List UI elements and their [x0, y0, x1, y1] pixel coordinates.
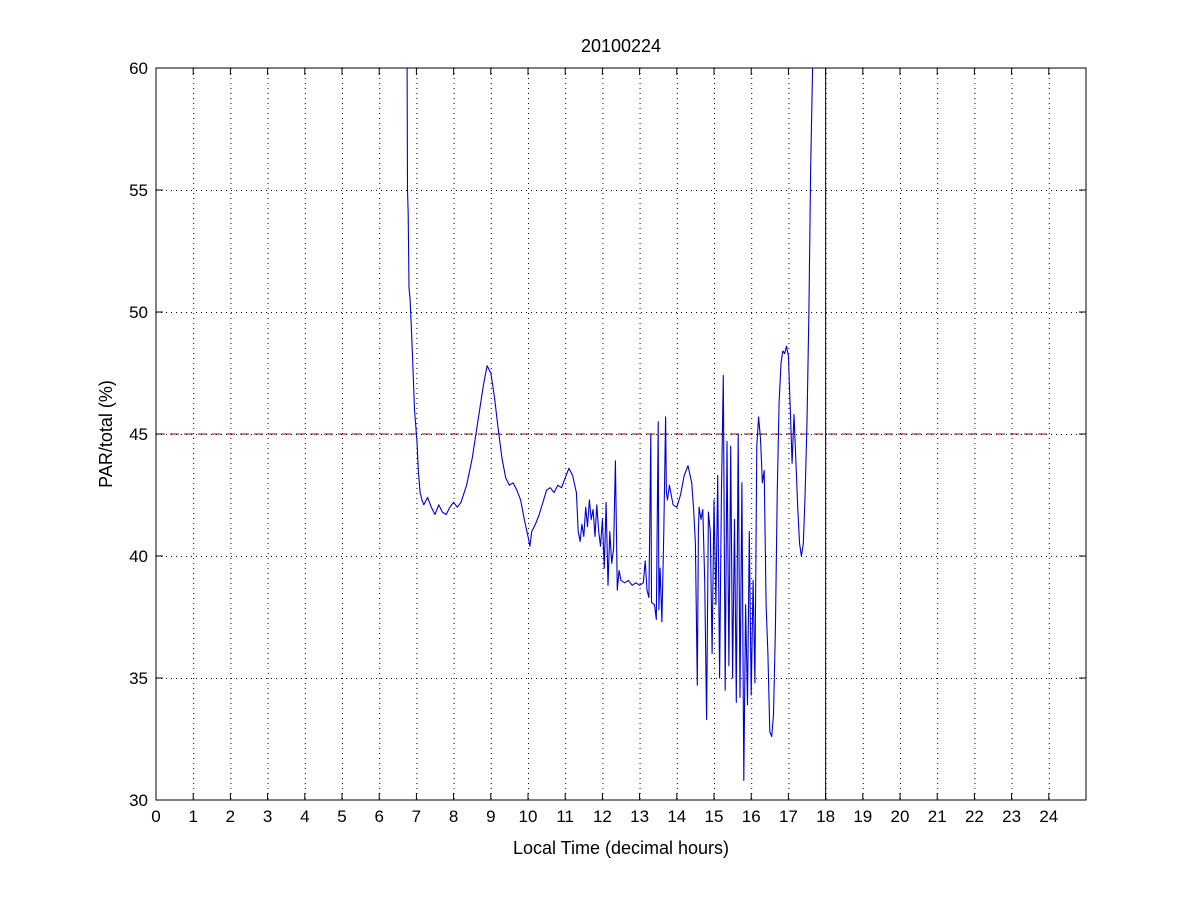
y-axis-title: PAR/total (%) — [96, 380, 116, 488]
tick-labels: 0 1 2 3 4 5 6 7 8 9 10 11 12 13 14 15 16 17 18 19 20 21 22 23 24… — [129, 59, 1058, 826]
x-tick-label: 10 — [519, 807, 538, 826]
x-tick-label: 6 — [374, 807, 383, 826]
x-tick-label: 23 — [1002, 807, 1021, 826]
x-tick-label: 8 — [449, 807, 458, 826]
x-tick-label: 22 — [965, 807, 984, 826]
x-tick-label: 14 — [667, 807, 686, 826]
x-tick-label: 18 — [816, 807, 835, 826]
x-tick-label: 2 — [226, 807, 235, 826]
x-tick-label: 3 — [263, 807, 272, 826]
x-tick-label: 19 — [853, 807, 872, 826]
series-layer — [406, 68, 827, 800]
y-tick-label: 35 — [129, 669, 148, 688]
series-line-1 — [406, 68, 814, 782]
x-tick-label: 15 — [705, 807, 724, 826]
x-tick-label: 13 — [630, 807, 649, 826]
x-tick-label: 17 — [779, 807, 798, 826]
x-tick-label: 16 — [742, 807, 761, 826]
x-tick-label: 4 — [300, 807, 309, 826]
x-tick-label: 11 — [556, 807, 574, 826]
x-tick-label: 5 — [337, 807, 346, 826]
x-axis-title: Local Time (decimal hours) — [513, 838, 729, 858]
y-tick-label: 30 — [129, 791, 148, 810]
y-tick-label: 60 — [129, 59, 148, 78]
y-tick-label: 40 — [129, 547, 148, 566]
y-tick-label: 55 — [129, 181, 148, 200]
x-tick-label: 9 — [486, 807, 495, 826]
x-tick-label: 7 — [412, 807, 421, 826]
x-tick-label: 0 — [151, 807, 160, 826]
chart-title: 20100224 — [581, 36, 661, 56]
x-tick-label: 12 — [593, 807, 612, 826]
ticks — [155, 67, 1086, 801]
x-tick-label: 24 — [1039, 807, 1058, 826]
x-tick-label: 20 — [891, 807, 910, 826]
y-tick-label: 45 — [129, 425, 148, 444]
x-tick-label: 1 — [188, 807, 197, 826]
x-tick-label: 21 — [928, 807, 947, 826]
y-tick-label: 50 — [129, 303, 148, 322]
